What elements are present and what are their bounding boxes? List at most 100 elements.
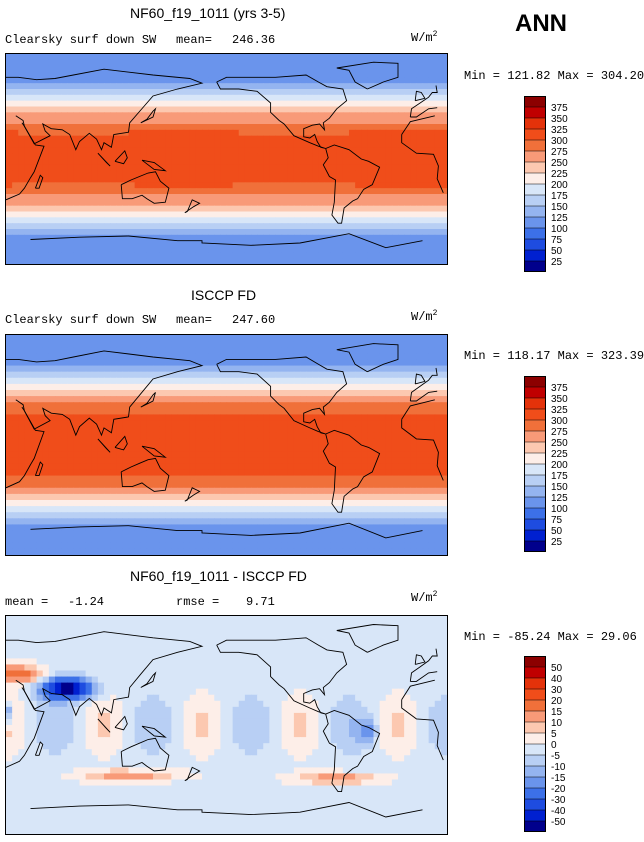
map-cell [355,217,362,224]
map-cell [189,258,197,264]
map-cell [385,396,393,403]
map-cell [140,390,148,397]
map-cell [251,500,258,507]
map-cell [85,518,93,526]
map-cell [306,445,313,452]
map-cell [404,65,411,73]
map-cell [312,475,319,483]
map-cell [61,118,68,125]
map-cell [422,506,430,513]
map-cell [208,341,215,348]
map-cell [263,188,270,195]
map-cell [79,438,87,446]
map-cell [275,229,283,236]
map-cell [122,141,130,148]
map-cell [97,223,105,230]
map-cell [238,234,246,242]
map-cell [208,518,215,526]
map-cell [349,383,356,391]
map-cell [440,347,447,354]
map-cell [79,426,87,434]
map-cell [422,124,430,131]
map-cell [263,77,270,84]
map-cell [134,153,142,160]
map-cell [177,524,185,532]
map-cell [275,71,283,78]
map-cell [122,402,130,409]
map-cell [330,347,338,354]
map-cell [116,371,123,379]
map-cell [391,159,399,166]
map-cell [79,170,87,178]
map-cell [342,234,350,242]
map-cell [244,211,252,218]
map-cell [410,383,417,391]
map-cell [6,438,13,446]
map-cell [379,77,387,84]
map-cell [238,153,246,160]
map-cell [416,359,424,367]
map-cell [159,487,166,495]
map-cell [48,438,56,446]
map-cell [134,420,142,428]
map-cell [189,402,197,409]
map-cell [116,211,123,218]
map-cell [373,194,381,201]
map-cell [373,71,381,78]
map-cell [330,390,338,397]
map-cell [110,518,117,526]
map-cell [404,341,411,348]
map-cell [177,469,185,477]
map-cell [36,487,44,495]
map-cell [251,71,258,78]
map-cell [171,475,179,483]
map-cell [134,463,142,471]
map-cell [293,359,301,367]
map-cell [257,252,264,259]
map-cell [257,500,264,507]
map-cell [342,341,350,348]
map-cell [281,106,289,113]
map-cell [97,205,105,213]
map-cell [48,159,56,166]
map-cell [30,229,38,236]
map-cell [336,420,344,428]
map-cell [300,153,307,160]
map-cell [189,500,197,507]
map-cell [97,194,105,201]
map-cell [330,420,338,428]
map-cell [195,170,203,178]
map-cell [122,170,130,178]
map-cell [220,164,228,172]
map-cell [306,438,313,446]
map-cell [275,371,283,379]
map-cell [91,188,99,195]
map-cell [177,475,185,483]
map-cell [440,217,447,224]
map-cell [324,481,332,489]
map-cell [12,229,19,236]
map-cell [67,469,74,477]
map-cell [440,176,447,183]
map-cell [238,432,246,440]
map-cell [116,71,123,78]
map-cell [373,234,381,242]
map-cell [385,524,393,532]
map-cell [440,383,447,391]
map-cell [257,371,264,379]
map-cell [391,371,399,379]
map-cell [128,246,136,253]
map-cell [122,383,130,391]
map-cell [226,176,234,183]
map-cell [342,402,350,409]
map-cell [48,469,56,477]
map-cell [67,153,74,160]
map-cell [220,223,228,230]
map-cell [6,414,13,422]
map-cell [214,481,221,489]
map-cell [146,141,154,148]
map-cell [342,518,350,526]
map-cell [281,234,289,242]
map-cell [79,396,87,403]
map-cell [391,487,399,495]
